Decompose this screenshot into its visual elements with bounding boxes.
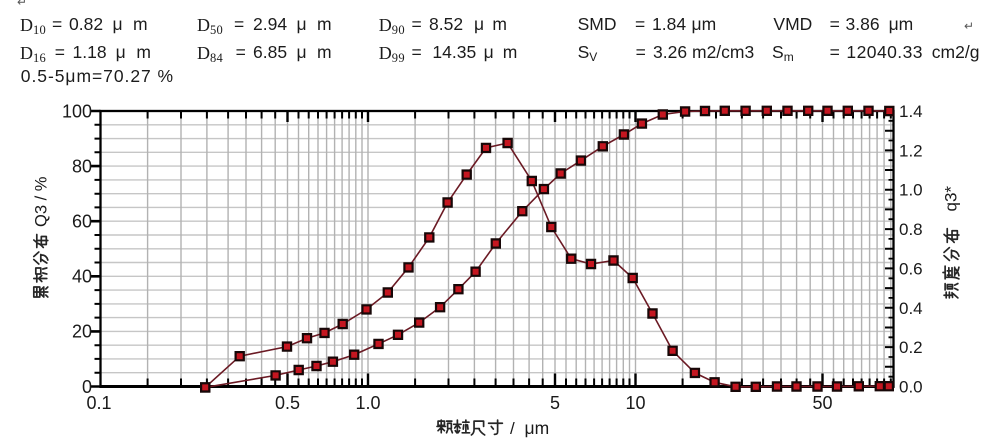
svg-text:0.5: 0.5 [275, 393, 300, 413]
svg-text:0.8: 0.8 [899, 220, 923, 239]
svg-text:0.2: 0.2 [899, 338, 923, 357]
svg-text:20: 20 [72, 322, 92, 342]
svg-text:q3*: q3* [942, 186, 961, 212]
svg-text:0.0: 0.0 [899, 378, 923, 397]
svg-text:0.4: 0.4 [899, 299, 923, 318]
svg-text:0: 0 [82, 377, 92, 397]
svg-text:40: 40 [72, 267, 92, 287]
svg-text:μm: μm [525, 418, 550, 438]
svg-text:5: 5 [550, 393, 560, 413]
svg-text:80: 80 [72, 156, 92, 176]
svg-text:0.1: 0.1 [86, 393, 111, 413]
svg-text:Q3 / %: Q3 / % [32, 176, 50, 227]
svg-text:0.6: 0.6 [899, 259, 923, 278]
svg-text:50: 50 [812, 393, 832, 413]
svg-text:1.0: 1.0 [355, 393, 380, 413]
svg-text:1.4: 1.4 [899, 102, 923, 121]
svg-text:60: 60 [72, 212, 92, 232]
svg-text:/: / [510, 419, 515, 438]
svg-text:10: 10 [625, 393, 645, 413]
svg-text:100: 100 [62, 101, 92, 121]
svg-text:1.0: 1.0 [899, 181, 923, 200]
svg-text:1.2: 1.2 [899, 141, 923, 160]
